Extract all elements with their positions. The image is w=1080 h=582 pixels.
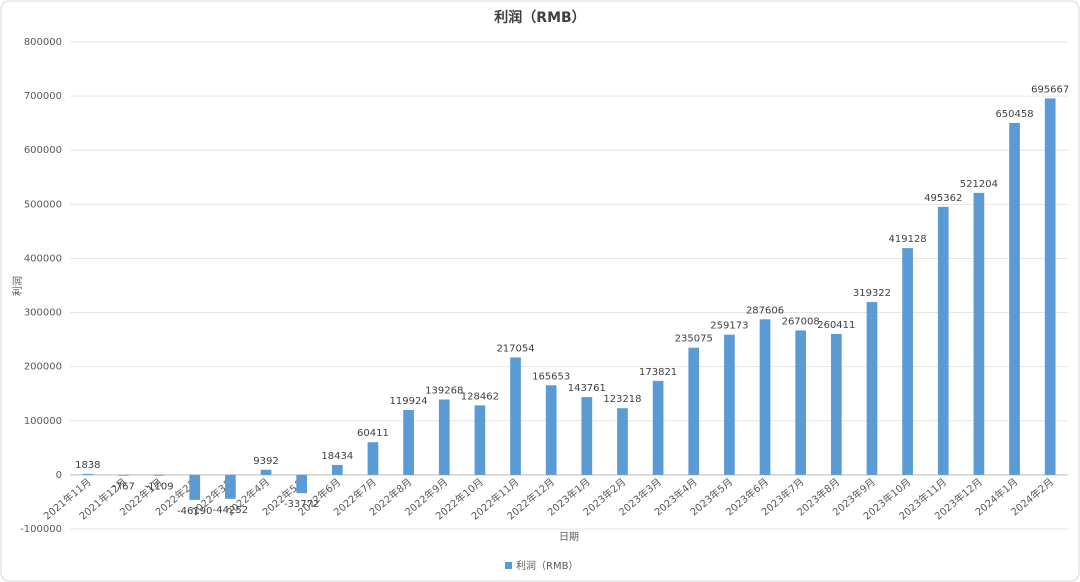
bar [830, 333, 842, 475]
data-label: 521204 [960, 179, 998, 190]
bar [510, 357, 521, 475]
bar [545, 385, 557, 475]
bar [331, 464, 343, 475]
bar [260, 469, 272, 475]
data-label: 235075 [675, 334, 713, 345]
y-tick-label: 0 [56, 470, 62, 481]
bar [759, 319, 771, 475]
bar [438, 399, 450, 475]
data-label: 259173 [710, 321, 748, 332]
bar [795, 330, 807, 475]
data-label: 119924 [390, 396, 428, 407]
data-label: 319322 [853, 288, 891, 299]
data-label: 123218 [603, 394, 641, 405]
bar [1009, 122, 1020, 475]
bar [652, 380, 664, 475]
bar [367, 442, 379, 475]
y-tick-label: 800000 [24, 37, 62, 48]
bar [902, 248, 913, 475]
bar [973, 192, 985, 475]
data-label: 165653 [532, 371, 570, 382]
data-label: -767 [112, 481, 135, 492]
legend-swatch [505, 562, 512, 569]
y-tick-label: 400000 [24, 253, 62, 264]
data-label: 139268 [425, 386, 463, 397]
bar [82, 473, 94, 475]
bar [724, 334, 735, 475]
bar [866, 302, 878, 475]
y-tick-label: 700000 [24, 91, 62, 102]
data-label: 419128 [889, 234, 927, 245]
data-label: 267008 [782, 316, 820, 327]
data-label: 287606 [746, 305, 784, 316]
y-axis-label: 利润 [11, 276, 24, 296]
data-label: 695667 [1031, 84, 1069, 95]
data-label: 260411 [817, 320, 855, 331]
bar [296, 474, 308, 494]
y-tick-label: 100000 [24, 416, 62, 427]
data-label: -46190 [177, 506, 212, 517]
y-tick-label: 200000 [24, 362, 62, 373]
chart-title: 利润（RMB） [494, 9, 585, 26]
data-label: 18434 [321, 451, 353, 462]
data-label: 495362 [924, 193, 962, 204]
y-tick-label: -100000 [20, 524, 62, 535]
data-label: 60411 [357, 428, 389, 439]
data-label: 1838 [75, 460, 100, 471]
data-label: -33772 [284, 499, 319, 510]
data-label: 217054 [496, 343, 534, 354]
bar [225, 474, 236, 499]
bar [118, 474, 129, 476]
data-label: 9392 [253, 456, 278, 467]
data-label: -44252 [213, 505, 248, 516]
bar [617, 408, 628, 475]
bar [474, 405, 486, 475]
bar [153, 474, 165, 476]
bar [189, 474, 201, 500]
data-label: 143761 [568, 383, 606, 394]
y-tick-label: 300000 [24, 308, 62, 319]
data-label: 650458 [995, 109, 1033, 120]
bar [688, 347, 700, 475]
y-tick-label: 500000 [24, 199, 62, 210]
bar [581, 397, 593, 475]
data-label: -1109 [145, 481, 174, 492]
legend-label: 利润（RMB） [516, 559, 578, 572]
data-label: 128462 [461, 391, 499, 402]
bar [403, 409, 414, 475]
bar [1044, 98, 1056, 475]
x-axis-label: 日期 [559, 531, 579, 543]
data-label: 173821 [639, 367, 677, 378]
bar [937, 206, 949, 475]
y-tick-label: 600000 [24, 145, 62, 156]
